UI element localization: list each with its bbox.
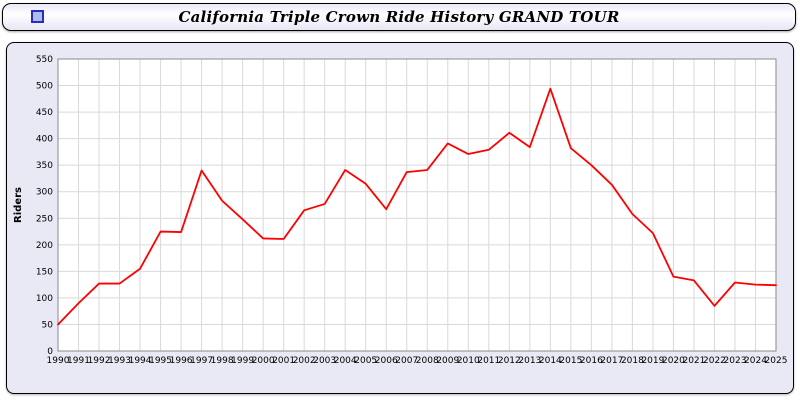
x-tick-label: 2001	[272, 356, 295, 366]
x-tick-label: 1993	[108, 356, 131, 366]
x-tick-label: 2006	[375, 356, 398, 366]
x-tick-label: 2017	[600, 356, 623, 366]
y-tick-label: 150	[36, 267, 53, 277]
plot-border	[57, 58, 777, 352]
x-tick-label: 2010	[457, 356, 480, 366]
x-tick-label: 1998	[211, 356, 234, 366]
x-tick-label: 1992	[88, 356, 111, 366]
y-tick-label: 350	[36, 161, 53, 171]
x-tick-label: 2008	[416, 356, 439, 366]
page-title: California Triple Crown Ride History GRA…	[178, 8, 620, 26]
x-tick-label: 1996	[170, 356, 193, 366]
y-tick-label: 500	[36, 82, 53, 92]
y-axis-title: Riders	[13, 187, 24, 223]
x-tick-label: 2000	[252, 356, 275, 366]
x-tick-label: 2016	[580, 356, 603, 366]
x-tick-label: 2019	[641, 356, 664, 366]
x-tick-label: 2012	[498, 356, 521, 366]
y-tick-label: 550	[36, 55, 53, 65]
x-tick-label: 2023	[724, 356, 747, 366]
x-tick-label: 2003	[313, 356, 336, 366]
y-tick-label: 250	[36, 214, 53, 224]
x-tick-label: 2021	[682, 356, 705, 366]
y-tick-label: 200	[36, 241, 53, 251]
x-tick-label: 2020	[662, 356, 685, 366]
y-tick-label: 50	[42, 320, 54, 330]
x-tick-label: 2025	[765, 356, 788, 366]
x-tick-label: 2024	[744, 356, 767, 366]
x-tick-label: 2022	[703, 356, 726, 366]
x-tick-label: 2011	[477, 356, 500, 366]
x-tick-label: 1990	[47, 356, 70, 366]
x-tick-label: 1995	[149, 356, 172, 366]
blue-square-icon	[31, 10, 44, 23]
header-bar: California Triple Crown Ride History GRA…	[2, 3, 796, 31]
x-tick-label: 2013	[518, 356, 541, 366]
x-tick-label: 1991	[67, 356, 90, 366]
x-tick-label: 2004	[334, 356, 357, 366]
x-tick-label: 2015	[559, 356, 582, 366]
y-tick-label: 0	[47, 347, 53, 357]
x-tick-label: 1994	[129, 356, 152, 366]
x-tick-label: 2018	[621, 356, 644, 366]
x-tick-label: 2005	[354, 356, 377, 366]
y-tick-label: 100	[36, 294, 53, 304]
x-tick-label: 1999	[231, 356, 254, 366]
y-tick-label: 450	[36, 108, 53, 118]
y-tick-label: 400	[36, 135, 53, 145]
series-line	[57, 87, 777, 326]
x-tick-label: 2014	[539, 356, 562, 366]
chart-panel: 0 50 100 150 200 250 300 350 400 450 500 550 1990 199…	[6, 42, 794, 394]
x-tick-label: 2007	[395, 356, 418, 366]
x-tick-label: 2002	[293, 356, 316, 366]
line-chart: 0501001502002503003504004505005501990199…	[13, 55, 788, 366]
y-tick-label: 300	[36, 188, 53, 198]
x-tick-label: 1997	[190, 356, 213, 366]
x-tick-label: 2009	[436, 356, 459, 366]
plot-area	[58, 59, 776, 351]
